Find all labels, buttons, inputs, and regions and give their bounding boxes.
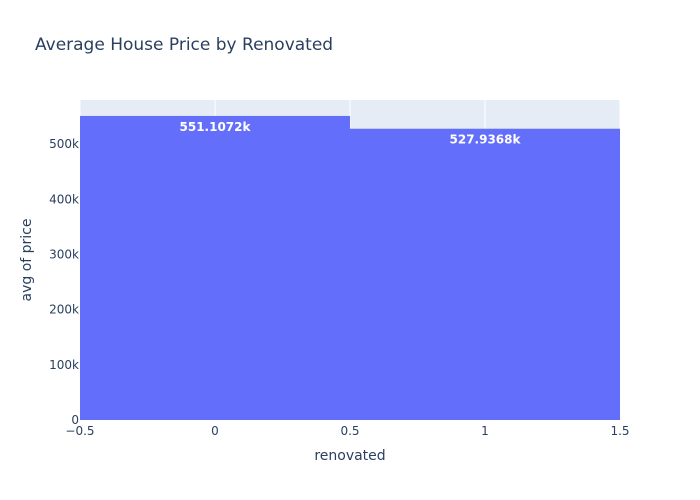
y-axis-ticks: 0 100k 200k 300k 400k 500k xyxy=(49,137,79,427)
bar-labels: 551.1072k 527.9368k xyxy=(180,120,522,147)
x-axis-title: renovated xyxy=(314,448,385,464)
x-tick-label: 1 xyxy=(481,424,489,438)
x-tick-label: 0 xyxy=(211,424,219,438)
y-axis-title: avg of price xyxy=(19,219,35,302)
x-tick-label: 1.5 xyxy=(610,424,629,438)
x-axis-ticks: −0.5 0 0.5 1 1.5 xyxy=(65,424,629,438)
x-tick-label: −0.5 xyxy=(65,424,94,438)
y-tick-label: 300k xyxy=(49,247,79,261)
bar-data-label: 551.1072k xyxy=(180,120,252,134)
x-tick-label: 0.5 xyxy=(340,424,359,438)
bar xyxy=(80,115,350,420)
y-tick-label: 100k xyxy=(49,358,79,372)
bars xyxy=(80,115,620,420)
y-tick-label: 400k xyxy=(49,192,79,206)
bar xyxy=(350,128,620,420)
chart-title: Average House Price by Renovated xyxy=(35,35,333,55)
y-tick-label: 0 xyxy=(71,413,79,427)
y-tick-label: 200k xyxy=(49,303,79,317)
bar-data-label: 527.9368k xyxy=(450,133,522,147)
y-tick-label: 500k xyxy=(49,137,79,151)
